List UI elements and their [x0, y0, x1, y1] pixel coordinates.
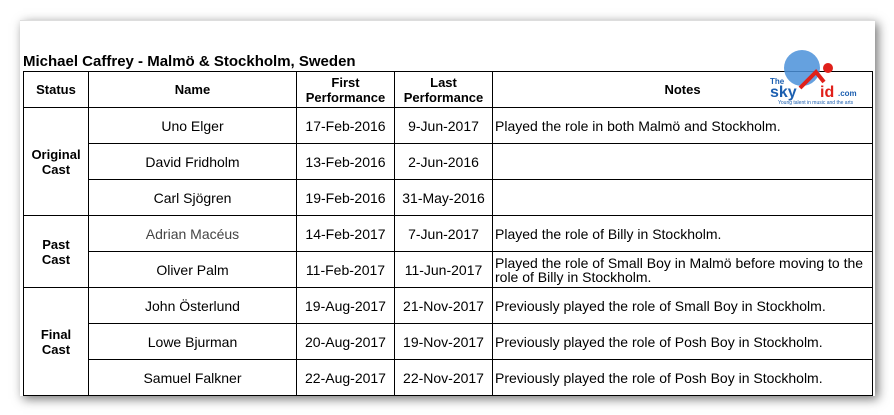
table-row: Final Cast John Österlund 19-Aug-2017 21-Nov…	[23, 287, 873, 396]
first-performance-cell: 19-Feb-2016	[296, 179, 395, 216]
last-performance-cell: 9-Jun-2017	[394, 107, 493, 144]
table-row: Lowe Bjurman 20-Aug-2017 19-Nov-2017 Previo…	[24, 323, 873, 360]
header-row: Status Name First Performance Last Perform…	[23, 71, 873, 108]
first-performance-cell: 19-Aug-2017	[296, 287, 395, 324]
header-name: Name	[88, 71, 297, 108]
first-performance-cell: 14-Feb-2017	[296, 215, 395, 252]
table-row: Carl Sjögren 19-Feb-2016 31-May-2016	[24, 179, 873, 216]
page-title: Michael Caffrey - Malmö & Stockholm, Swe…	[23, 53, 356, 70]
last-performance-cell: 19-Nov-2017	[394, 323, 493, 360]
name-cell: Uno Elger	[88, 107, 297, 144]
first-performance-cell: 11-Feb-2017	[296, 251, 395, 288]
status-cell: Past Cast	[23, 215, 89, 288]
table-row: Past Cast Adrian Macéus 14-Feb-2017 7-Jun-20…	[23, 215, 873, 288]
name-cell: Samuel Falkner	[88, 359, 297, 396]
last-performance-cell: 11-Jun-2017	[394, 251, 493, 288]
cast-table: Status Name First Performance Last Perform…	[23, 71, 873, 396]
svg-text:sky: sky	[770, 84, 797, 101]
first-performance-cell: 22-Aug-2017	[296, 359, 395, 396]
first-performance-cell: 17-Feb-2016	[296, 107, 395, 144]
notes-cell	[492, 179, 873, 216]
last-performance-cell: 2-Jun-2016	[394, 143, 493, 180]
name-cell: Lowe Bjurman	[88, 323, 297, 360]
name-cell: Carl Sjögren	[88, 179, 297, 216]
last-performance-cell: 21-Nov-2017	[394, 287, 493, 324]
table-row: David Fridholm 13-Feb-2016 2-Jun-2016	[24, 143, 873, 180]
first-performance-cell: 20-Aug-2017	[296, 323, 395, 360]
table-row: Original Cast Uno Elger 17-Feb-2016 9-Jun-20…	[23, 107, 873, 216]
name-cell: David Fridholm	[88, 143, 297, 180]
first-performance-cell: 13-Feb-2016	[296, 143, 395, 180]
last-performance-cell: 7-Jun-2017	[394, 215, 493, 252]
notes-cell: Previously played the role of Posh Boy i…	[492, 323, 873, 360]
status-cell: Original Cast	[23, 107, 89, 216]
name-cell: Oliver Palm	[88, 251, 297, 288]
document-page: Michael Caffrey - Malmö & Stockholm, Swe…	[20, 20, 875, 396]
name-cell: John Österlund	[88, 287, 297, 324]
table-row: Oliver Palm 11-Feb-2017 11-Jun-2017 Played …	[24, 251, 873, 288]
status-cell: Final Cast	[23, 287, 89, 396]
name-cell: Adrian Macéus	[88, 215, 297, 252]
notes-cell: Previously played the role of Small Boy …	[492, 287, 873, 324]
last-performance-cell: 22-Nov-2017	[394, 359, 493, 396]
svg-text:id: id	[820, 84, 834, 101]
table-row: Samuel Falkner 22-Aug-2017 22-Nov-2017 Prev…	[24, 359, 873, 396]
header-status: Status	[23, 71, 89, 108]
notes-cell: Played the role of Small Boy in Malmö be…	[492, 251, 873, 288]
notes-cell	[492, 143, 873, 180]
last-performance-cell: 31-May-2016	[394, 179, 493, 216]
notes-cell: Previously played the role of Posh Boy i…	[492, 359, 873, 396]
notes-cell: Played the role in both Malmö and Stockh…	[492, 107, 873, 144]
header-last-performance: Last Performance	[394, 71, 493, 108]
header-first-performance: First Performance	[296, 71, 395, 108]
svg-text:.com: .com	[838, 89, 857, 98]
svg-text:Young talent in music and the: Young talent in music and the arts	[778, 100, 854, 106]
svg-text:The: The	[770, 77, 785, 86]
theskykid-logo: The sky id .com Young talent in music an…	[770, 50, 857, 106]
notes-cell: Played the role of Billy in Stockholm.	[492, 215, 873, 252]
